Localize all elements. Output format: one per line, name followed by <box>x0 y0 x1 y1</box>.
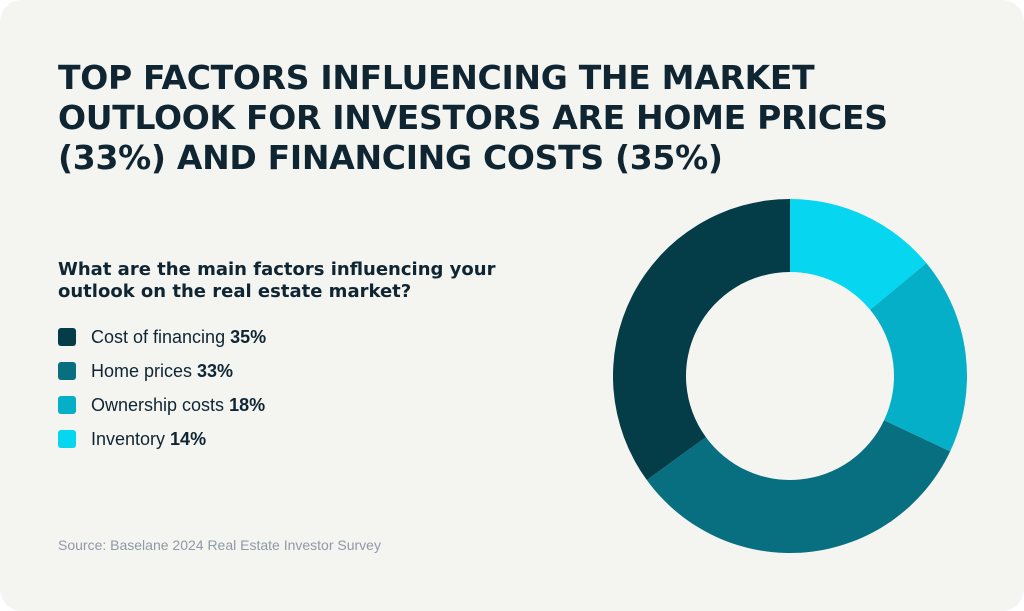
donut-slice-cost-of-financing <box>613 199 790 481</box>
donut-slice-home-prices <box>646 420 951 553</box>
donut-slice-ownership-costs <box>870 263 967 452</box>
source-note: Source: Baselane 2024 Real Estate Invest… <box>58 537 381 553</box>
donut-slice-inventory <box>790 199 927 310</box>
legend-value: 35% <box>230 326 267 347</box>
legend-item-home-prices: Home prices 33% <box>58 360 266 382</box>
legend-value: 33% <box>197 360 234 381</box>
legend-label: Inventory <box>91 428 166 449</box>
legend-swatch <box>58 430 76 448</box>
legend-item-ownership-costs: Ownership costs 18% <box>58 394 266 416</box>
legend-label: Ownership costs <box>91 394 225 415</box>
page-title: TOP FACTORS INFLUENCING THE MARKET OUTLO… <box>58 58 888 177</box>
legend-item-inventory: Inventory 14% <box>58 428 266 450</box>
survey-question: What are the main factors influencing yo… <box>58 259 496 302</box>
legend-value: 14% <box>170 428 207 449</box>
chart-legend: Cost of financing 35% Home prices 33% Ow… <box>58 326 266 462</box>
legend-label: Home prices <box>91 360 193 381</box>
legend-swatch <box>58 362 76 380</box>
legend-item-cost-of-financing: Cost of financing 35% <box>58 326 266 348</box>
legend-swatch <box>58 328 76 346</box>
legend-value: 18% <box>229 394 266 415</box>
legend-label: Cost of financing <box>91 326 226 347</box>
donut-chart <box>613 199 967 553</box>
legend-swatch <box>58 396 76 414</box>
